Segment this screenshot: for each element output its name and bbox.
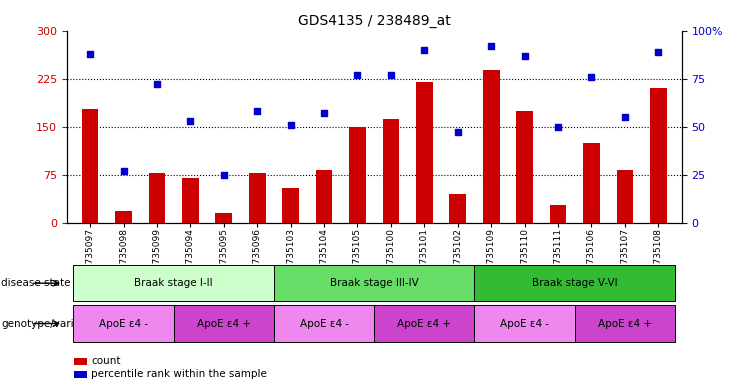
- Bar: [617, 170, 634, 223]
- Bar: [449, 194, 466, 223]
- Point: [385, 72, 397, 78]
- Bar: [149, 173, 165, 223]
- Text: genotype/variation: genotype/variation: [1, 318, 101, 329]
- Point: [118, 168, 130, 174]
- Text: ApoE ε4 +: ApoE ε4 +: [397, 318, 451, 329]
- Bar: [216, 213, 232, 223]
- Text: Braak stage III-IV: Braak stage III-IV: [330, 278, 419, 288]
- Point: [251, 108, 263, 114]
- Point: [485, 43, 497, 49]
- Point: [185, 118, 196, 124]
- Point: [285, 122, 296, 128]
- Bar: [115, 211, 132, 223]
- Point: [619, 114, 631, 120]
- Bar: [349, 127, 366, 223]
- Text: percentile rank within the sample: percentile rank within the sample: [91, 369, 267, 379]
- Text: ApoE ε4 -: ApoE ε4 -: [299, 318, 348, 329]
- Bar: [382, 119, 399, 223]
- Bar: [650, 88, 667, 223]
- Point: [552, 124, 564, 130]
- Point: [652, 49, 664, 55]
- Text: disease state: disease state: [1, 278, 71, 288]
- Point: [419, 47, 431, 53]
- Point: [452, 129, 464, 136]
- Text: ApoE ε4 -: ApoE ε4 -: [500, 318, 549, 329]
- Bar: [182, 178, 199, 223]
- Bar: [82, 109, 99, 223]
- Point: [318, 110, 330, 116]
- Bar: [583, 143, 599, 223]
- Point: [585, 74, 597, 80]
- Bar: [483, 70, 499, 223]
- Bar: [550, 205, 566, 223]
- Text: ApoE ε4 +: ApoE ε4 +: [598, 318, 652, 329]
- Text: Braak stage I-II: Braak stage I-II: [134, 278, 213, 288]
- Point: [84, 51, 96, 57]
- Bar: [416, 82, 433, 223]
- Bar: [282, 187, 299, 223]
- Text: ApoE ε4 -: ApoE ε4 -: [99, 318, 148, 329]
- Title: GDS4135 / 238489_at: GDS4135 / 238489_at: [298, 14, 451, 28]
- Bar: [249, 173, 265, 223]
- Point: [218, 172, 230, 178]
- Point: [351, 72, 363, 78]
- Point: [151, 81, 163, 88]
- Bar: [316, 170, 333, 223]
- Text: ApoE ε4 +: ApoE ε4 +: [197, 318, 250, 329]
- Bar: [516, 111, 533, 223]
- Text: count: count: [91, 356, 121, 366]
- Text: Braak stage V-VI: Braak stage V-VI: [532, 278, 617, 288]
- Point: [519, 53, 531, 59]
